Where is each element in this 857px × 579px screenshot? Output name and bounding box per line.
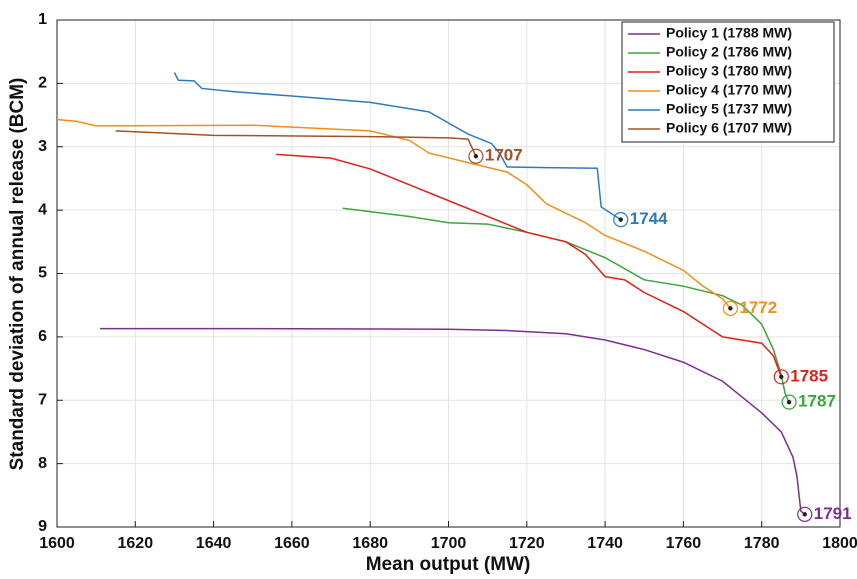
annotation-label: 1707 [485, 146, 523, 165]
y-tick-label: 1 [38, 11, 47, 28]
x-tick-label: 1640 [196, 535, 232, 552]
legend-label: Policy 1 (1788 MW) [666, 25, 792, 41]
annotation-label: 1785 [790, 366, 828, 385]
x-tick-label: 1760 [666, 535, 702, 552]
legend: Policy 1 (1788 MW) Policy 2 (1786 MW) Poli… [621, 21, 835, 143]
series-line [276, 153, 782, 378]
legend-box [621, 21, 835, 143]
series-line [342, 207, 790, 403]
annotation-label: 1744 [630, 209, 668, 228]
legend-label: Policy 4 (1770 MW) [666, 82, 792, 98]
legend-label: Policy 6 (1707 MW) [666, 120, 792, 136]
y-axis-label: Standard deviation of annual release (BC… [7, 78, 28, 471]
legend-label: Policy 3 (1780 MW) [666, 63, 792, 79]
annotation-dot [728, 306, 733, 311]
x-tick-label: 1620 [118, 535, 154, 552]
y-tick-label: 9 [38, 518, 47, 535]
x-tick-label: 1780 [744, 535, 780, 552]
annotation-ring [773, 369, 789, 385]
x-tick-label: 1720 [509, 535, 545, 552]
annotation-label: 1787 [798, 392, 836, 411]
annotation-dot [786, 399, 792, 405]
annotation-dot [618, 217, 623, 222]
legend-label: Policy 2 (1786 MW) [666, 44, 792, 60]
x-tick-label: 1600 [39, 535, 75, 552]
annotation-ring [797, 506, 813, 522]
x-tick-label: 1700 [431, 535, 467, 552]
x-tick-label: 1740 [587, 535, 623, 552]
annotation-ring [722, 300, 738, 316]
annotation-dot [473, 154, 479, 159]
annotation-label: 1791 [814, 504, 852, 523]
y-tick-label: 4 [38, 201, 47, 218]
series-line [115, 130, 477, 157]
plot-frame [56, 19, 841, 528]
x-axis-label: Mean output (MW) [366, 554, 531, 575]
x-tick-label: 1660 [274, 535, 310, 552]
legend-label: Policy 5 (1737 MW) [666, 101, 792, 117]
y-tick-label: 5 [38, 265, 47, 282]
series-line [56, 118, 731, 309]
y-tick-label: 6 [38, 328, 47, 345]
y-tick-label: 8 [38, 455, 47, 472]
y-tick-label: 3 [38, 138, 47, 155]
annotation-ring [613, 212, 629, 228]
annotation-ring [468, 148, 484, 164]
annotation-ring [781, 394, 797, 410]
annotation-dot [802, 512, 807, 517]
annotation-label: 1772 [739, 298, 777, 317]
y-tick-label: 2 [38, 75, 47, 92]
y-tick-label: 7 [38, 391, 47, 408]
x-tick-label: 1800 [822, 535, 857, 552]
x-tick-label: 1680 [352, 535, 388, 552]
series-line [173, 72, 622, 221]
annotation-dot [779, 374, 784, 380]
series-line [100, 327, 806, 515]
